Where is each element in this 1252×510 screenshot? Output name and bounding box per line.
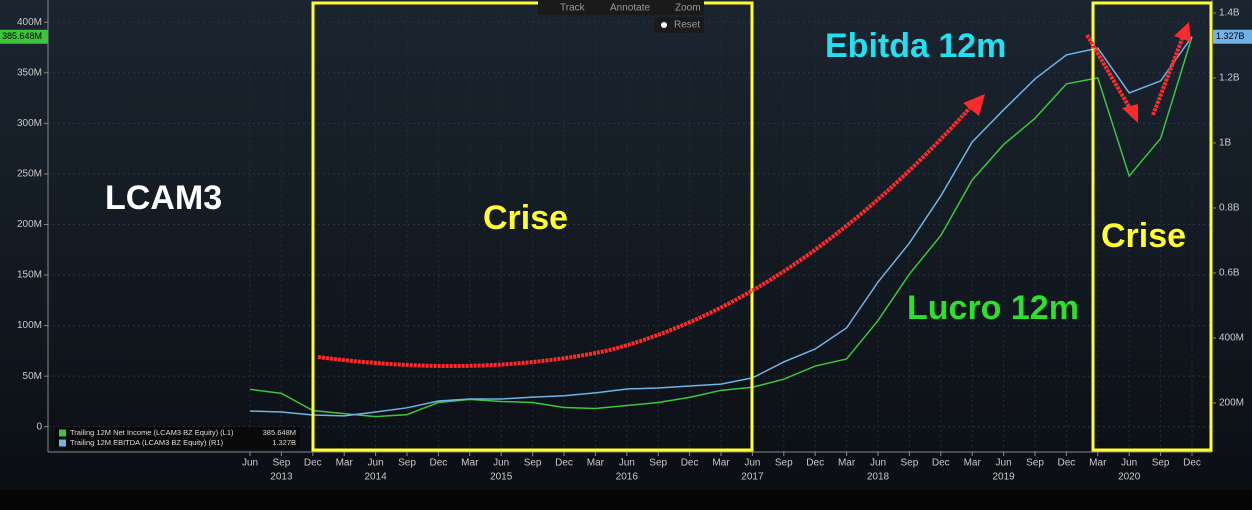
y-tick-label: 50M — [23, 371, 42, 382]
x-tick-label: Dec — [681, 458, 699, 469]
y2-tick-label: 0.8B — [1219, 203, 1240, 214]
x-tick-label: Dec — [304, 458, 322, 469]
y-tick-label: 0 — [36, 421, 42, 432]
x-tick-label: Jun — [870, 458, 886, 469]
x-tick-label: Dec — [430, 458, 448, 469]
last-value-flag — [1213, 29, 1252, 44]
x-year-label: 2017 — [741, 472, 764, 483]
x-tick-label: Mar — [461, 458, 479, 469]
x-tick-label: Sep — [398, 458, 416, 469]
last-value-flag — [0, 29, 48, 44]
legend-value: 1.327B — [272, 438, 296, 447]
arrow-head — [1122, 104, 1138, 123]
x-tick-label: Jun — [619, 458, 635, 469]
toolbar-button[interactable]: Zoom — [675, 3, 701, 14]
x-year-label: 2015 — [490, 472, 513, 483]
toolbar-button[interactable]: Reset — [674, 20, 700, 31]
x-tick-label: Sep — [775, 458, 793, 469]
legend-label: Trailing 12M Net Income (LCAM3 BZ Equity… — [70, 428, 234, 437]
y2-tick-label: 1.4B — [1219, 8, 1240, 19]
reset-icon — [661, 22, 667, 28]
x-tick-label: Mar — [1089, 458, 1107, 469]
series-line — [249, 36, 1193, 417]
x-year-label: 2020 — [1118, 472, 1141, 483]
y-tick-label: 300M — [17, 118, 42, 129]
annotation: Crise — [483, 199, 568, 237]
y-tick-label: 200M — [17, 219, 42, 230]
reset-button[interactable] — [654, 17, 704, 33]
x-tick-label: Dec — [806, 458, 824, 469]
y-tick-label: 250M — [17, 169, 42, 180]
x-tick-label: Jun — [744, 458, 760, 469]
y2-tick-label: 400M — [1219, 333, 1244, 344]
x-tick-label: Jun — [996, 458, 1012, 469]
x-tick-label: Jun — [242, 458, 258, 469]
y-tick-label: 100M — [17, 320, 42, 331]
legend-label: Trailing 12M EBITDA (LCAM3 BZ Equity) (R… — [70, 438, 224, 447]
legend-value: 385.648M — [263, 428, 296, 437]
x-year-label: 2019 — [992, 472, 1015, 483]
x-tick-label: Sep — [524, 458, 542, 469]
x-year-label: 2014 — [364, 472, 387, 483]
x-tick-label: Mar — [587, 458, 605, 469]
x-year-label: 2013 — [270, 472, 293, 483]
x-tick-label: Mar — [964, 458, 982, 469]
y-tick-label: 350M — [17, 67, 42, 78]
arrow-head — [1174, 22, 1191, 42]
x-tick-label: Mar — [336, 458, 354, 469]
x-tick-label: Sep — [901, 458, 919, 469]
y2-tick-label: 1B — [1219, 138, 1232, 149]
legend — [55, 427, 300, 449]
annotation: Crise — [1101, 217, 1186, 255]
y-tick-label: 400M — [17, 17, 42, 28]
series-line — [249, 36, 1193, 418]
arrow — [317, 100, 977, 368]
arrow — [1085, 33, 1134, 114]
annotation: LCAM3 — [105, 179, 222, 217]
x-tick-label: Jun — [368, 458, 384, 469]
x-tick-label: Sep — [649, 458, 667, 469]
x-year-label: 2018 — [867, 472, 890, 483]
last-value-label: 385.648M — [2, 31, 42, 41]
y-tick-label: 150M — [17, 270, 42, 281]
x-tick-label: Mar — [838, 458, 856, 469]
toolbar — [538, 0, 704, 15]
footer — [0, 490, 1252, 510]
x-tick-label: Dec — [1183, 458, 1201, 469]
legend-swatch — [59, 439, 66, 447]
arrow-head — [963, 94, 985, 116]
x-year-label: 2016 — [616, 472, 639, 483]
x-tick-label: Sep — [1026, 458, 1044, 469]
annotation: Lucro 12m — [907, 289, 1079, 327]
x-tick-label: Jun — [1121, 458, 1137, 469]
x-tick-label: Jun — [493, 458, 509, 469]
x-tick-label: Sep — [1152, 458, 1170, 469]
y2-tick-label: 0.6B — [1219, 268, 1240, 279]
toolbar-button[interactable]: Track — [560, 3, 586, 14]
arrow — [1151, 33, 1186, 116]
annotation: Ebitda 12m — [825, 27, 1006, 65]
toolbar-button[interactable]: Annotate — [610, 3, 650, 14]
x-tick-label: Dec — [1058, 458, 1076, 469]
background — [0, 0, 1252, 490]
legend-swatch — [59, 429, 66, 437]
x-tick-label: Dec — [932, 458, 950, 469]
x-tick-label: Dec — [555, 458, 573, 469]
y2-tick-label: 1.2B — [1219, 73, 1240, 84]
x-tick-label: Sep — [273, 458, 291, 469]
highlight-box — [311, 1, 754, 452]
highlight-box — [1091, 1, 1213, 452]
y2-tick-label: 200M — [1219, 398, 1244, 409]
x-tick-label: Mar — [712, 458, 730, 469]
last-value-label: 1.327B — [1216, 31, 1245, 41]
